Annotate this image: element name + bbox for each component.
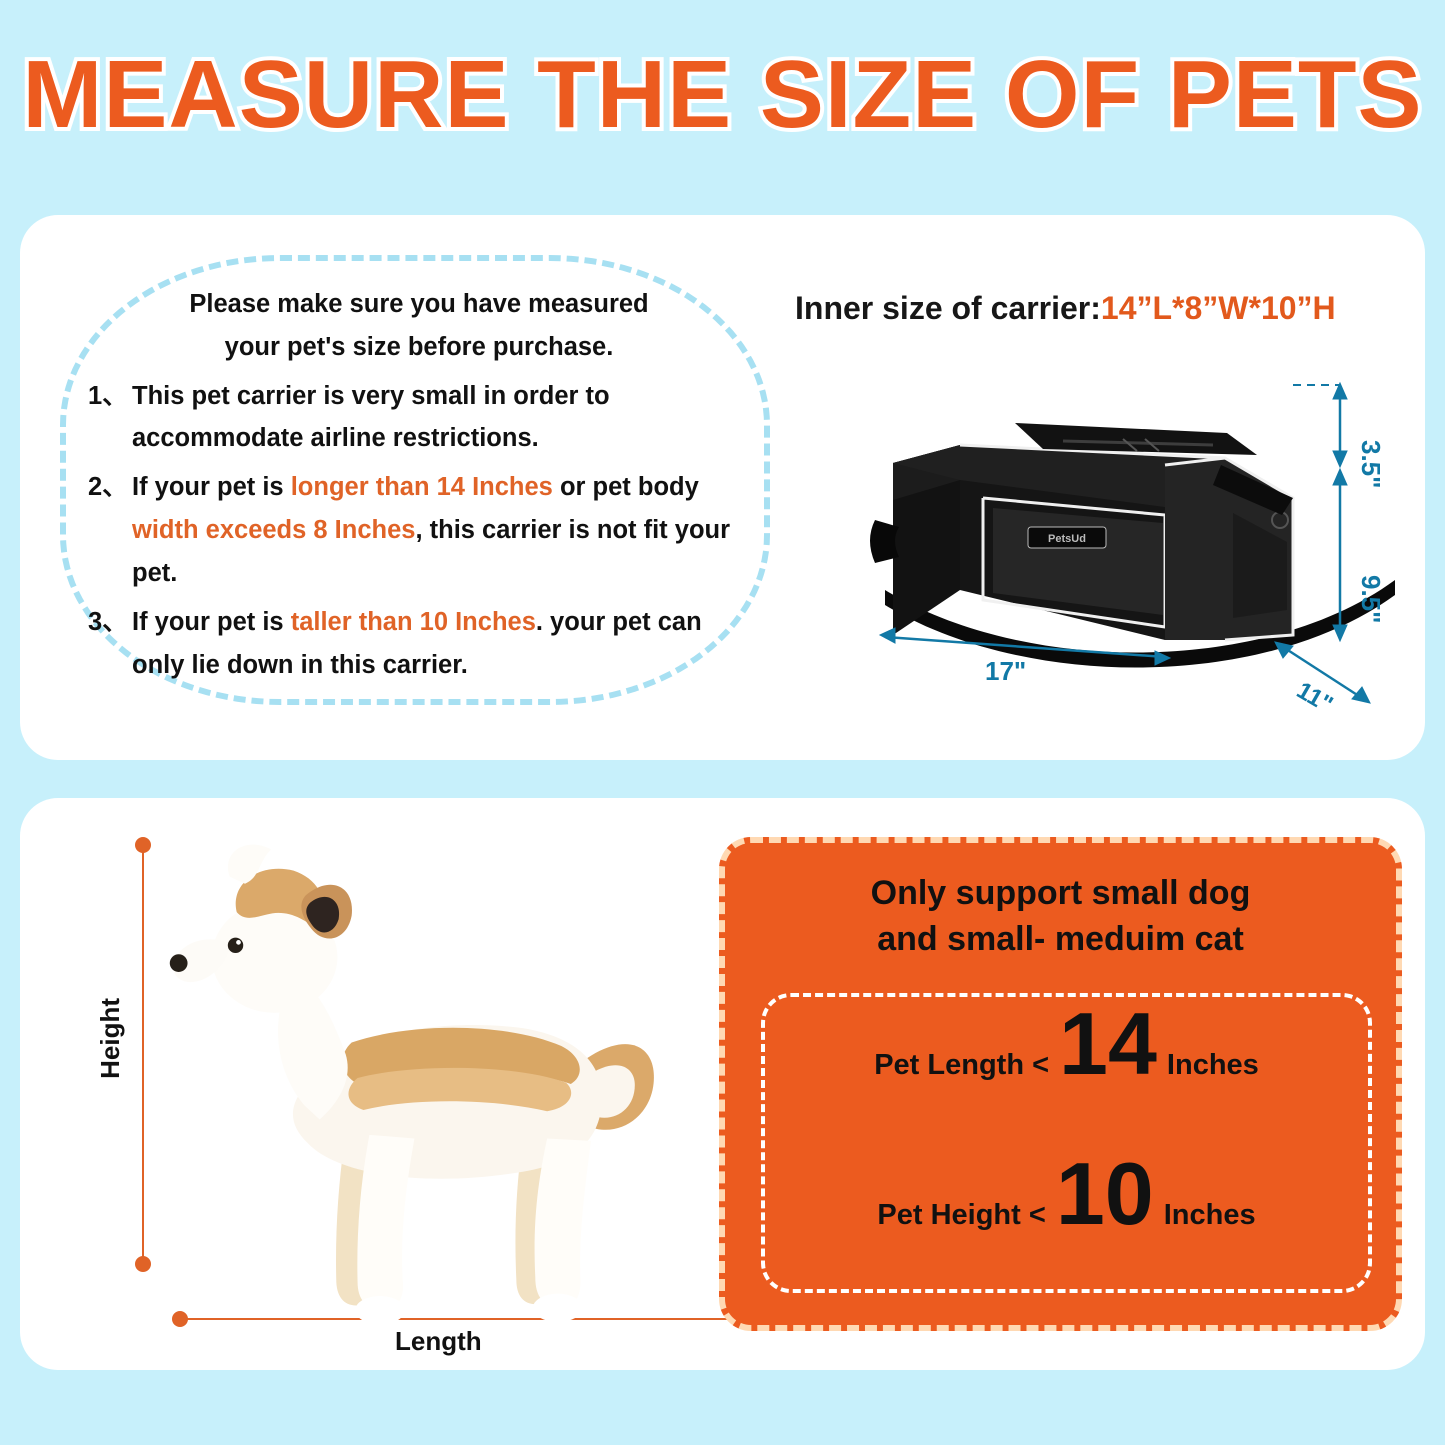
- svg-text:3.5": 3.5": [1356, 440, 1386, 488]
- svg-text:9.5": 9.5": [1356, 575, 1386, 623]
- svg-text:11": 11": [1292, 677, 1337, 719]
- svg-text:PetsUd: PetsUd: [1048, 533, 1086, 545]
- svg-text:17": 17": [985, 656, 1026, 686]
